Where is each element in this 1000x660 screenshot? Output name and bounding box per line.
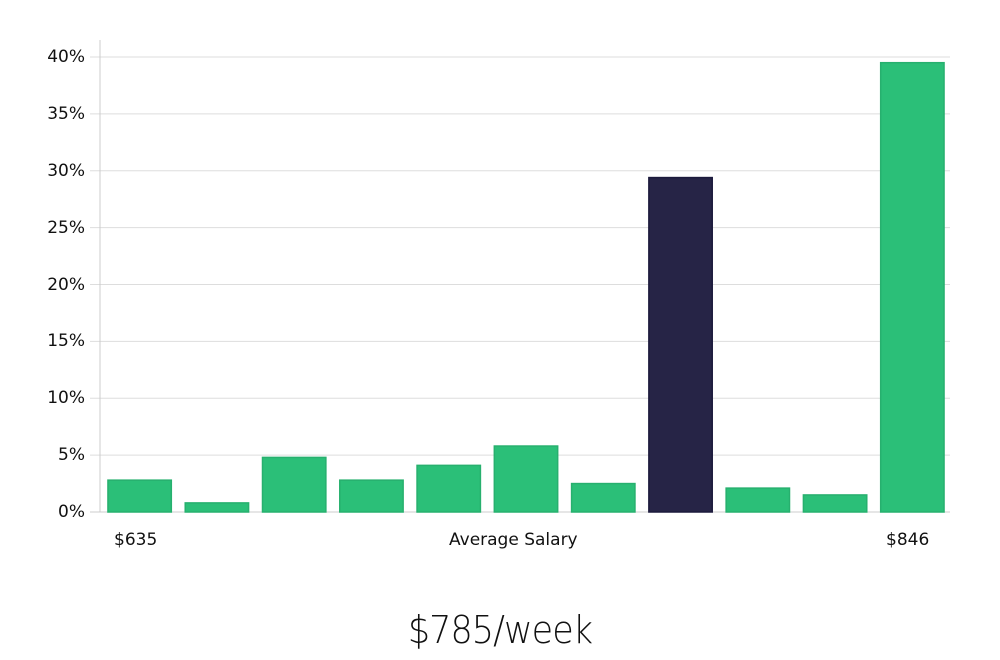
- average-salary-headline: $785/week: [407, 608, 593, 652]
- bar: [570, 482, 636, 513]
- x-axis-min-label: $635: [114, 530, 158, 550]
- bar: [107, 479, 173, 513]
- bar: [339, 479, 404, 513]
- y-tick-label: 0%: [58, 502, 85, 522]
- bar: [416, 464, 482, 513]
- y-tick-label: 25%: [47, 217, 85, 238]
- bar: [261, 456, 327, 513]
- y-tick-label: 20%: [47, 274, 85, 295]
- bar: [802, 494, 868, 513]
- x-axis-max-label: $846: [886, 530, 930, 550]
- y-tick-label: 40%: [47, 47, 85, 67]
- bar: [725, 487, 791, 513]
- bar: [493, 445, 559, 513]
- y-tick-label: 15%: [47, 331, 85, 352]
- y-tick-label: 30%: [47, 160, 85, 181]
- bar: [879, 61, 945, 513]
- bar: [184, 502, 250, 513]
- x-axis-title: Average Salary: [449, 530, 578, 550]
- y-tick-label: 35%: [47, 103, 85, 124]
- y-tick-label: 5%: [58, 445, 85, 466]
- y-tick-label: 10%: [47, 388, 85, 409]
- bar-highlighted: [648, 176, 713, 513]
